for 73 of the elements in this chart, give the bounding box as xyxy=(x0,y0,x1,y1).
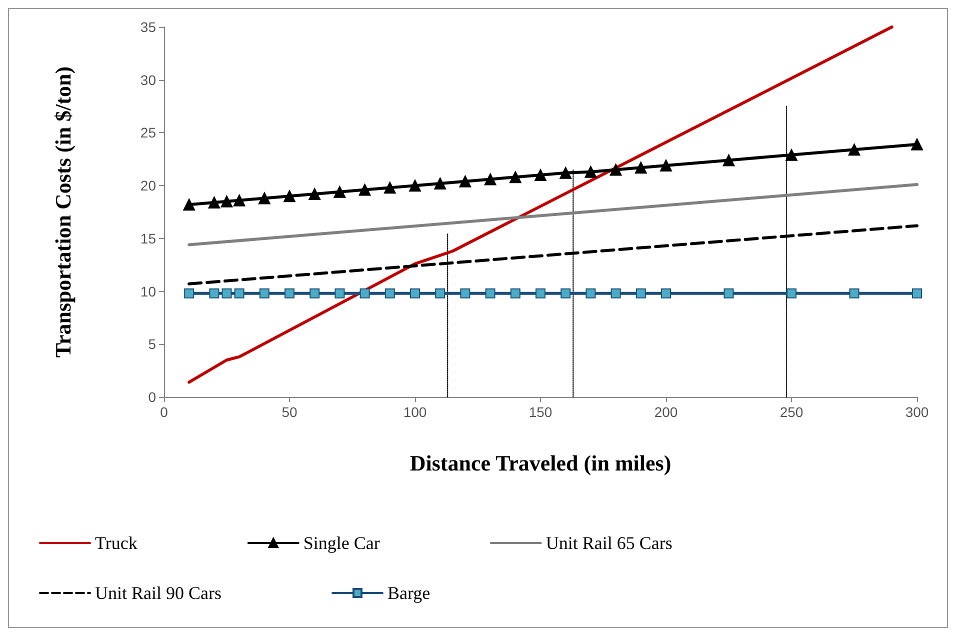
legend-label: Single Car xyxy=(303,533,380,553)
point xyxy=(358,184,371,196)
y-tick-label: 0 xyxy=(148,389,156,405)
point xyxy=(536,288,546,298)
y-tick-label: 30 xyxy=(140,72,156,88)
point xyxy=(308,188,321,200)
point xyxy=(334,288,345,298)
point xyxy=(310,288,320,298)
legend-label: Unit Rail 65 Cars xyxy=(546,533,672,553)
x-tick-label: 100 xyxy=(403,404,427,420)
point xyxy=(435,288,446,298)
point xyxy=(661,288,671,298)
line-series xyxy=(188,26,894,384)
legend-label: Unit Rail 90 Cars xyxy=(95,583,222,603)
point xyxy=(911,138,923,150)
point xyxy=(233,194,246,206)
point xyxy=(722,154,735,166)
point xyxy=(510,288,520,298)
x-tick-label: 250 xyxy=(780,404,804,420)
legend-label: Barge xyxy=(387,583,430,603)
point xyxy=(409,180,421,192)
point xyxy=(334,186,346,198)
point xyxy=(849,288,860,298)
point xyxy=(660,159,672,172)
point xyxy=(560,288,571,298)
y-tick-label: 5 xyxy=(148,336,156,352)
point xyxy=(848,144,860,156)
legend-label: Truck xyxy=(95,533,138,553)
point xyxy=(634,162,647,174)
point xyxy=(258,192,270,204)
point xyxy=(284,190,296,202)
point xyxy=(434,177,446,190)
point xyxy=(259,288,270,298)
point xyxy=(484,173,496,186)
x-tick-label: 300 xyxy=(905,404,929,420)
x-tick-label: 0 xyxy=(160,404,168,420)
y-tick-label: 25 xyxy=(140,124,156,141)
point xyxy=(509,171,522,184)
point xyxy=(284,288,294,298)
point xyxy=(220,195,233,208)
point xyxy=(586,288,596,298)
point xyxy=(360,288,370,298)
point xyxy=(912,288,922,298)
point xyxy=(610,288,621,298)
point xyxy=(584,166,597,178)
point xyxy=(786,288,796,298)
point xyxy=(384,182,396,194)
point xyxy=(724,288,734,298)
y-axis-title: Transportation Costs (in $/ton) xyxy=(50,66,76,358)
point xyxy=(209,288,220,298)
y-tick-label: 15 xyxy=(140,230,156,246)
point xyxy=(208,196,220,208)
point xyxy=(410,288,420,298)
x-tick-label: 200 xyxy=(654,404,678,420)
point xyxy=(610,164,622,176)
point xyxy=(384,288,395,298)
y-tick-label: 35 xyxy=(140,19,156,35)
y-tick-label: 10 xyxy=(140,283,156,300)
point xyxy=(485,288,496,298)
point xyxy=(560,166,572,179)
point xyxy=(459,175,472,188)
point xyxy=(636,288,646,298)
y-tick-label: 20 xyxy=(140,178,156,194)
point xyxy=(234,288,244,298)
point xyxy=(534,169,546,181)
point xyxy=(183,198,196,211)
point xyxy=(184,288,194,298)
point xyxy=(460,288,470,298)
x-axis-title: Distance Traveled (in miles) xyxy=(410,450,672,476)
point xyxy=(786,148,798,161)
x-tick-label: 150 xyxy=(528,404,552,420)
x-tick-label: 50 xyxy=(282,404,298,420)
point xyxy=(222,288,232,298)
